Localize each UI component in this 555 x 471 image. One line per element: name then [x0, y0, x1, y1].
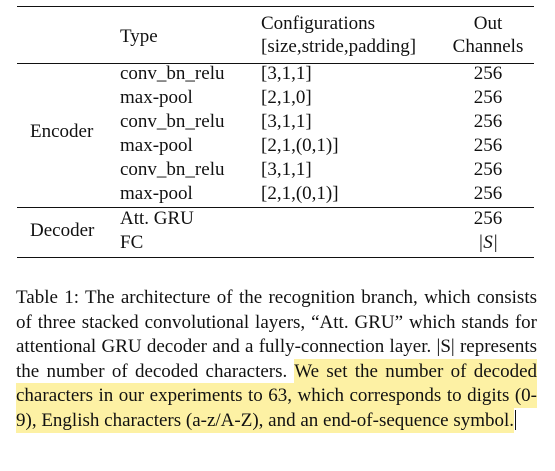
decoder-row-2-type: FC	[120, 232, 144, 253]
encoder-row-5-type: conv_bn_relu	[120, 159, 225, 180]
decoder-row-1-type: Att. GRU	[120, 208, 194, 229]
header-out-line2: Channels	[452, 36, 524, 57]
table-bottom-rule	[17, 257, 534, 258]
text-cursor	[515, 409, 517, 430]
encoder-row-2-type: max-pool	[120, 87, 193, 108]
encoder-row-6-out: 256	[473, 183, 503, 204]
header-rule	[17, 63, 534, 64]
table-caption: Table 1: The architecture of the recogni…	[16, 286, 538, 433]
header-config-line2: [size,stride,padding]	[261, 36, 417, 57]
encoder-row-3-out: 256	[473, 111, 503, 132]
encoder-row-3-config: [3,1,1]	[261, 111, 312, 132]
encoder-row-6-config: [2,1,(0,1)]	[261, 183, 339, 204]
encoder-decoder-rule	[17, 207, 534, 208]
encoder-group-label: Encoder	[30, 121, 94, 142]
encoder-row-4-type: max-pool	[120, 135, 193, 156]
decoder-group-label: Decoder	[30, 220, 95, 241]
decoder-row-2-out: |S|	[478, 232, 498, 253]
encoder-row-6-type: max-pool	[120, 183, 193, 204]
encoder-row-2-out: 256	[473, 87, 503, 108]
caption-text: Table 1: The architecture of the recogni…	[16, 287, 537, 382]
encoder-row-2-config: [2,1,0]	[261, 87, 312, 108]
encoder-row-1-out: 256	[473, 63, 503, 84]
caption-highlighted-text: We set the number of decoded characters …	[16, 360, 538, 431]
header-out-line1: Out	[473, 13, 503, 34]
encoder-row-1-config: [3,1,1]	[261, 63, 312, 84]
header-config-line1: Configurations	[261, 13, 375, 34]
decoder-row-1-out: 256	[473, 208, 503, 229]
encoder-row-1-type: conv_bn_relu	[120, 63, 225, 84]
encoder-row-4-out: 256	[473, 135, 503, 156]
encoder-row-4-config: [2,1,(0,1)]	[261, 135, 339, 156]
encoder-row-5-out: 256	[473, 159, 503, 180]
encoder-row-3-type: conv_bn_relu	[120, 111, 225, 132]
table-top-rule	[17, 6, 534, 7]
encoder-row-5-config: [3,1,1]	[261, 159, 312, 180]
header-type: Type	[120, 26, 158, 47]
